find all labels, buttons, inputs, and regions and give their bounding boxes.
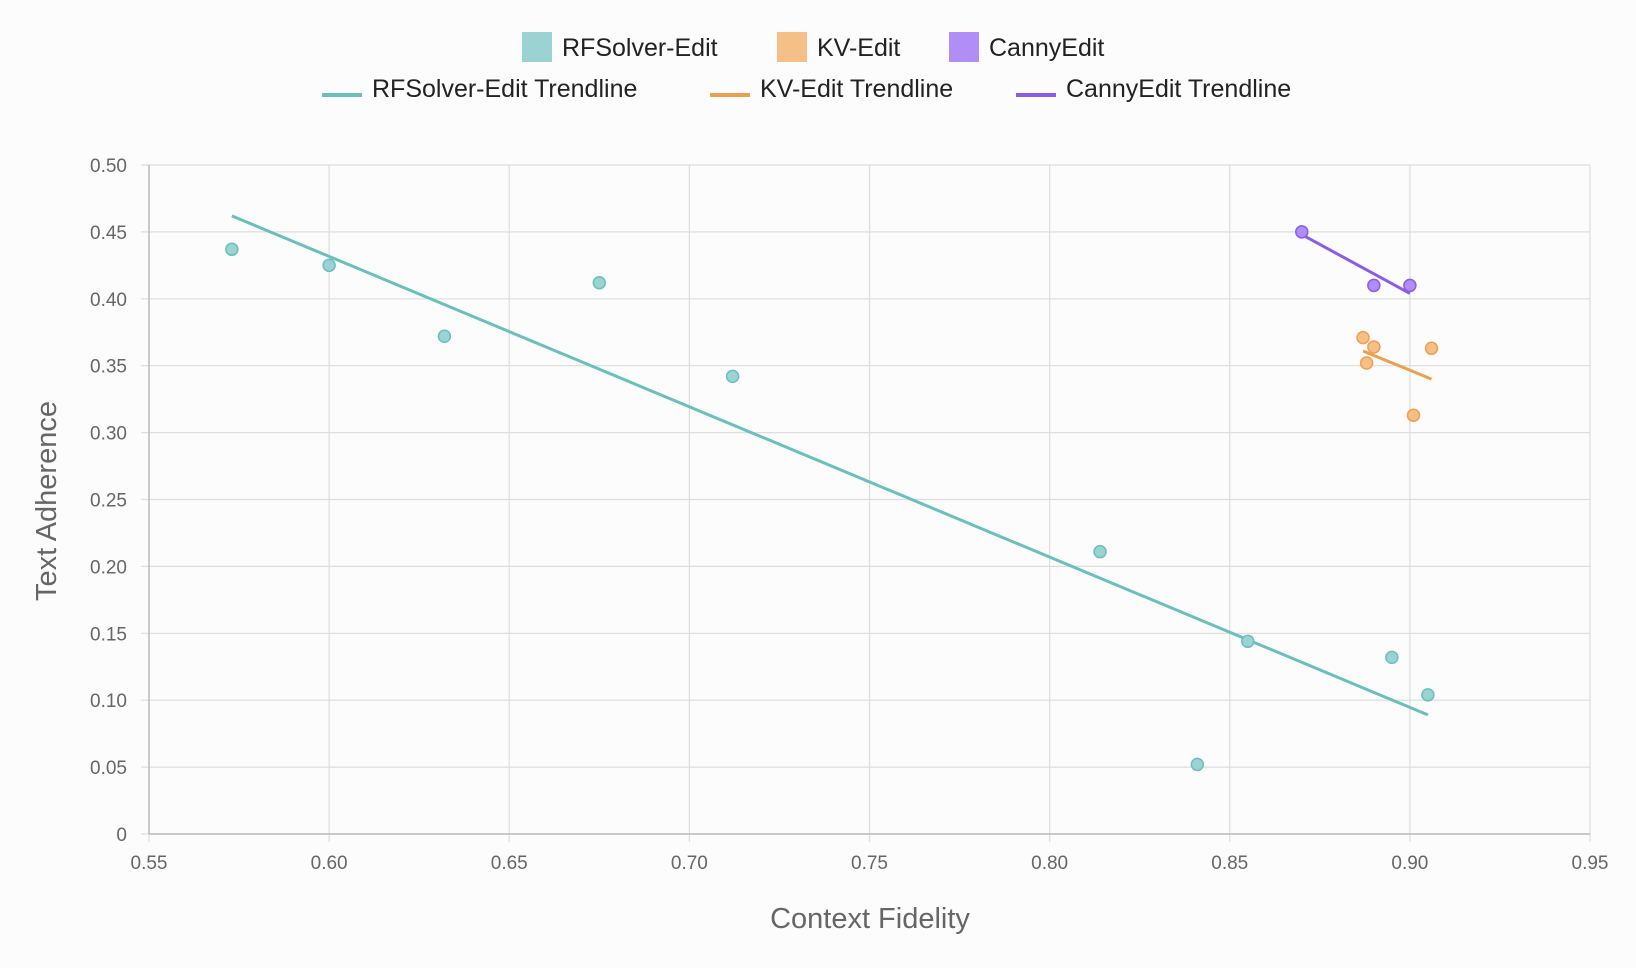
- legend-item-kv-edit-trendline[interactable]: KV-Edit Trendline: [710, 75, 953, 103]
- y-tick-label: 0.35: [90, 357, 127, 378]
- legend-swatch-rfsolver-edit: [522, 32, 552, 62]
- point-rfsolver-edit[interactable]: [226, 243, 238, 255]
- point-rfsolver-edit[interactable]: [593, 277, 605, 289]
- legend-swatch-cannyedit: [949, 32, 979, 62]
- point-rfsolver-edit[interactable]: [727, 370, 739, 382]
- legend-item-cannyedit-trendline[interactable]: CannyEdit Trendline: [1016, 75, 1291, 103]
- point-rfsolver-edit[interactable]: [438, 330, 450, 342]
- point-rfsolver-edit[interactable]: [1386, 651, 1398, 663]
- y-tick-label: 0.05: [90, 758, 127, 779]
- legend-item-rfsolver-edit[interactable]: RFSolver-Edit: [522, 32, 718, 62]
- legend-item-cannyedit[interactable]: CannyEdit: [949, 32, 1104, 62]
- point-kv-edit[interactable]: [1425, 342, 1437, 354]
- y-tick-label: 0.45: [90, 223, 127, 244]
- y-tick-label: 0: [116, 825, 127, 846]
- x-tick-label: 0.70: [671, 853, 708, 874]
- y-tick-label: 0.25: [90, 491, 127, 512]
- point-rfsolver-edit[interactable]: [1191, 758, 1203, 770]
- point-kv-edit[interactable]: [1357, 332, 1369, 344]
- grid: [141, 165, 1590, 842]
- legend-item-rfsolver-edit-trendline[interactable]: RFSolver-Edit Trendline: [322, 75, 637, 103]
- y-tick-label: 0.40: [90, 290, 127, 311]
- point-rfsolver-edit[interactable]: [1422, 689, 1434, 701]
- y-tick-label: 0.10: [90, 691, 127, 712]
- point-kv-edit[interactable]: [1368, 341, 1380, 353]
- legend-label-kv-edit-trendline: KV-Edit Trendline: [760, 75, 953, 103]
- legend-label-kv-edit: KV-Edit: [817, 34, 900, 62]
- point-rfsolver-edit[interactable]: [323, 259, 335, 271]
- cannyedit-trendline: [1302, 235, 1410, 294]
- legend-swatch-kv-edit: [777, 32, 807, 62]
- kv-edit-trendline: [1363, 351, 1431, 379]
- legend-label-rfsolver-edit: RFSolver-Edit: [562, 34, 718, 62]
- point-cannyedit[interactable]: [1296, 226, 1308, 238]
- legend-label-cannyedit-trendline: CannyEdit Trendline: [1066, 75, 1291, 103]
- point-kv-edit[interactable]: [1407, 409, 1419, 421]
- x-axis-title: Context Fidelity: [770, 903, 970, 935]
- x-tick-label: 0.80: [1031, 853, 1068, 874]
- tick-labels: 0.55 0.60 0.65 0.70 0.75 0.80 0.85 0.90 0.95 0 0.0…: [90, 156, 1608, 874]
- legend: RFSolver-Edit KV-Edit CannyEdit RFSolver…: [322, 32, 1291, 103]
- x-tick-label: 0.85: [1211, 853, 1248, 874]
- x-tick-label: 0.90: [1391, 853, 1428, 874]
- point-kv-edit[interactable]: [1361, 357, 1373, 369]
- y-tick-label: 0.15: [90, 624, 127, 645]
- legend-item-kv-edit[interactable]: KV-Edit: [777, 32, 900, 62]
- point-rfsolver-edit[interactable]: [1094, 546, 1106, 558]
- legend-label-cannyedit: CannyEdit: [989, 34, 1104, 62]
- point-cannyedit[interactable]: [1368, 279, 1380, 291]
- legend-label-rfsolver-edit-trendline: RFSolver-Edit Trendline: [372, 75, 637, 103]
- point-rfsolver-edit[interactable]: [1242, 635, 1254, 647]
- x-tick-label: 0.95: [1572, 853, 1609, 874]
- y-tick-label: 0.50: [90, 156, 127, 177]
- point-cannyedit[interactable]: [1404, 279, 1416, 291]
- x-tick-label: 0.75: [851, 853, 888, 874]
- x-tick-label: 0.55: [131, 853, 168, 874]
- x-tick-label: 0.65: [491, 853, 528, 874]
- y-tick-label: 0.20: [90, 557, 127, 578]
- y-axis-title: Text Adherence: [31, 401, 63, 601]
- data-points: [226, 226, 1438, 771]
- x-tick-label: 0.60: [311, 853, 348, 874]
- y-tick-label: 0.30: [90, 424, 127, 445]
